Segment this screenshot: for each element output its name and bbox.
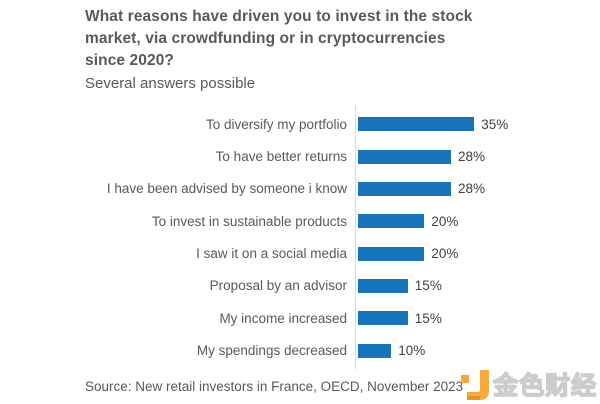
bar-plot-area: 10% xyxy=(358,343,425,358)
bar-row: To have better returns 28% xyxy=(85,140,590,172)
chart-subtitle: Several answers possible xyxy=(85,75,256,92)
bar-row: My spendings decreased 10% xyxy=(85,335,590,367)
bar-plot-area: 35% xyxy=(358,117,508,132)
value-label: 35% xyxy=(481,116,509,132)
bar xyxy=(358,343,392,358)
value-label: 28% xyxy=(457,149,485,165)
bar xyxy=(358,214,425,229)
category-label: My spendings decreased xyxy=(196,343,347,359)
jinse-finance-logo-icon xyxy=(460,370,489,400)
category-label: I have been advised by someone i know xyxy=(106,181,347,197)
category-axis-line xyxy=(355,106,356,369)
watermark: 金色财经 xyxy=(460,370,597,401)
bar-row: My income increased 15% xyxy=(85,302,590,334)
bar-plot-area: 28% xyxy=(358,149,485,164)
category-label: To have better returns xyxy=(215,149,347,165)
bar xyxy=(358,246,425,261)
bar-row: Proposal by an advisor 15% xyxy=(85,270,590,302)
bar-row: I have been advised by someone i know 28% xyxy=(85,173,590,205)
category-label: To invest in sustainable products xyxy=(151,213,347,229)
bar-chart: To diversify my portfolio 35% To have bett… xyxy=(85,106,590,369)
value-label: 10% xyxy=(398,343,426,359)
chart-title-line-1: What reasons have driven you to invest i… xyxy=(85,8,473,25)
source-note: Source: New retail investors in France, … xyxy=(85,379,464,394)
bar-row: I saw it on a social media 20% xyxy=(85,237,590,269)
chart-title-line-3: since 2020? xyxy=(85,52,174,69)
value-label: 28% xyxy=(457,181,485,197)
bar-plot-area: 15% xyxy=(358,278,442,293)
category-label: My income increased xyxy=(219,310,347,326)
chart-title-line-2: market, via crowdfunding or in cryptocur… xyxy=(85,30,446,47)
bar xyxy=(358,311,408,326)
value-label: 15% xyxy=(414,310,442,326)
value-label: 20% xyxy=(431,213,459,229)
value-label: 15% xyxy=(414,278,442,294)
bar xyxy=(358,117,475,132)
bar-row: To diversify my portfolio 35% xyxy=(85,108,590,140)
chart-header: What reasons have driven you to invest i… xyxy=(85,6,555,95)
bar-row: To invest in sustainable products 20% xyxy=(85,205,590,237)
value-label: 20% xyxy=(431,246,459,262)
bar-plot-area: 20% xyxy=(358,246,458,261)
bar-plot-area: 15% xyxy=(358,311,442,326)
category-label: To diversify my portfolio xyxy=(205,116,347,132)
bar xyxy=(358,149,451,164)
watermark-text: 金色财经 xyxy=(492,371,597,400)
bar-plot-area: 28% xyxy=(358,181,485,196)
category-label: Proposal by an advisor xyxy=(209,278,347,294)
bar-plot-area: 20% xyxy=(358,214,458,229)
bar xyxy=(358,181,451,196)
category-label: I saw it on a social media xyxy=(196,246,347,262)
bar xyxy=(358,278,408,293)
